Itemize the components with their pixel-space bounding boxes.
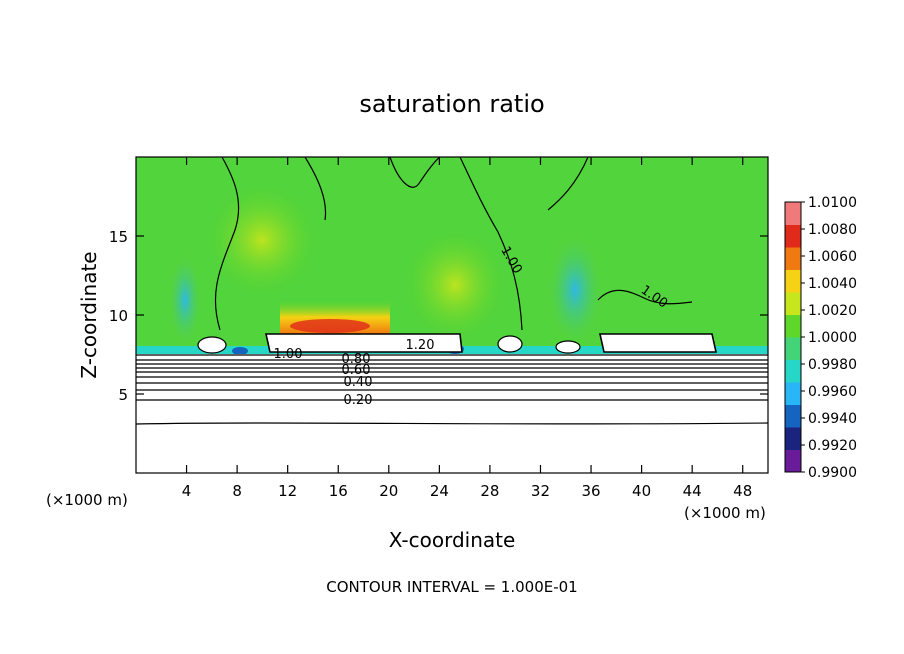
contour-line-1.00 xyxy=(547,157,589,211)
x-tick-label: 32 xyxy=(531,482,550,500)
chart-title: saturation ratio xyxy=(359,90,544,118)
x-tick-label: 12 xyxy=(278,482,297,500)
contour-label: 0.20 xyxy=(344,393,373,408)
colorbar: 1.0100 1.0080 1.0060 1.0040 1.0020 1.0000 0.99… xyxy=(784,195,857,481)
contour-line-1.00 xyxy=(214,157,240,331)
colorbar-tick-label: 1.0080 xyxy=(808,222,857,238)
contour-label: 0.80 xyxy=(342,352,371,367)
cloud-outline xyxy=(555,340,581,354)
y-tick-label: 5 xyxy=(118,386,128,404)
colorbar-tick-label: 0.9920 xyxy=(808,438,857,454)
colorbar-tick-label: 1.0020 xyxy=(808,303,857,319)
cloud-outline xyxy=(599,333,717,353)
y-axis: 5 10 15 xyxy=(109,228,768,404)
x-tick-label: 8 xyxy=(232,482,242,500)
colorbar-tick-label: 1.0060 xyxy=(808,249,857,265)
cloud-region xyxy=(198,337,226,353)
colorbar-tick-label: 1.0100 xyxy=(808,195,857,211)
colorbar-swatch xyxy=(785,247,801,270)
x-unit-right: (×1000 m) xyxy=(684,504,766,522)
cloud-region xyxy=(498,336,522,352)
subsaturated-region xyxy=(136,354,768,473)
y-tick-label: 15 xyxy=(109,228,128,246)
x-tick-label: 20 xyxy=(379,482,398,500)
contour-lines xyxy=(136,157,768,425)
colorbar-swatch xyxy=(785,224,801,248)
colorbar-tick-label: 1.0000 xyxy=(808,330,857,346)
field-warm-patch xyxy=(207,185,317,295)
x-unit-left: (×1000 m) xyxy=(46,491,128,509)
cloud-region xyxy=(600,334,716,352)
contour-line-1.00 xyxy=(304,157,327,221)
y-axis-label: Z-coordinate xyxy=(77,251,101,378)
cloud-region xyxy=(556,341,580,353)
colorbar-tick-label: 0.9980 xyxy=(808,357,857,373)
x-tick-label: 16 xyxy=(329,482,348,500)
field-cool-patch xyxy=(167,250,203,350)
contour-line-1.00 xyxy=(389,157,441,188)
colorbar-tick-label: 0.9940 xyxy=(808,411,857,427)
cloud-outline xyxy=(265,333,463,353)
contour-label: 0.40 xyxy=(344,375,373,390)
colorbar-tick-label: 0.9960 xyxy=(808,384,857,400)
cloud-outline xyxy=(497,335,523,353)
colorbar-swatch xyxy=(785,449,801,473)
contour-line-0.10 xyxy=(136,422,768,425)
x-tick-label: 28 xyxy=(480,482,499,500)
contour-label: 0.60 xyxy=(342,363,371,378)
plot-area xyxy=(136,157,768,473)
colorbar-swatch xyxy=(785,382,801,405)
contour-line-1.00 xyxy=(597,289,693,305)
colorbar-swatch xyxy=(785,404,801,428)
contour-label: 1.20 xyxy=(406,338,435,353)
x-axis: 4 8 12 16 20 24 28 32 36 40 44 48 xyxy=(182,157,752,500)
colorbar-swatch xyxy=(785,337,801,360)
contour-label: 1.00 xyxy=(274,347,303,362)
field-cool-patch xyxy=(545,230,605,350)
field-warm-patch xyxy=(405,230,505,340)
x-tick-label: 24 xyxy=(430,482,449,500)
colorbar-swatch xyxy=(785,202,801,225)
x-tick-label: 40 xyxy=(632,482,651,500)
x-axis-label: X-coordinate xyxy=(389,528,516,552)
contour-line-1.00 xyxy=(459,157,523,331)
colorbar-tick-label: 0.9900 xyxy=(808,465,857,481)
field-cool-spot xyxy=(232,347,248,355)
x-tick-label: 36 xyxy=(581,482,600,500)
y-tick-label: 10 xyxy=(109,307,128,325)
field-hot-spot xyxy=(290,319,370,333)
colorbar-tick-label: 1.0040 xyxy=(808,276,857,292)
cloud-outline xyxy=(197,336,227,354)
contour-interval-footer: CONTOUR INTERVAL = 1.000E-01 xyxy=(326,578,577,596)
x-tick-label: 4 xyxy=(182,482,192,500)
colorbar-swatch xyxy=(785,359,801,383)
cloud-region xyxy=(266,334,462,352)
colorbar-swatch xyxy=(785,292,801,315)
colorbar-swatch xyxy=(785,269,801,293)
x-tick-label: 44 xyxy=(683,482,702,500)
colorbar-swatch xyxy=(785,314,801,338)
x-tick-label: 48 xyxy=(733,482,752,500)
colorbar-swatch xyxy=(785,427,801,450)
